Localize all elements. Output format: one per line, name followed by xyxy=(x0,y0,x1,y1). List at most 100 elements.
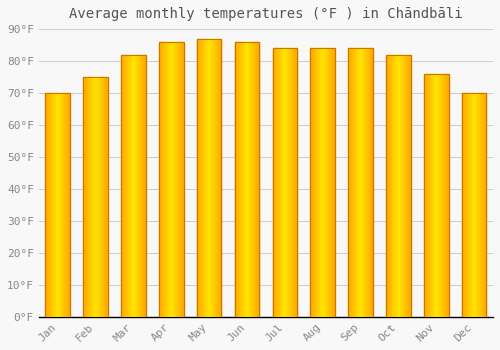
Bar xyxy=(166,42,167,317)
Bar xyxy=(66,93,67,317)
Bar xyxy=(389,55,390,317)
Bar xyxy=(325,48,326,317)
Bar xyxy=(46,93,70,317)
Bar xyxy=(406,55,407,317)
Bar xyxy=(386,55,410,317)
Bar xyxy=(404,55,405,317)
Bar xyxy=(68,93,69,317)
Bar xyxy=(434,74,435,317)
Bar xyxy=(364,48,365,317)
Bar xyxy=(197,38,222,317)
Bar xyxy=(310,48,335,317)
Bar xyxy=(208,38,209,317)
Bar xyxy=(290,48,291,317)
Bar xyxy=(440,74,441,317)
Bar xyxy=(97,77,98,317)
Bar xyxy=(178,42,180,317)
Bar xyxy=(144,55,145,317)
Bar xyxy=(478,93,479,317)
Bar xyxy=(322,48,324,317)
Bar xyxy=(370,48,371,317)
Bar xyxy=(180,42,181,317)
Bar xyxy=(291,48,292,317)
Bar xyxy=(424,74,448,317)
Bar xyxy=(328,48,329,317)
Bar xyxy=(462,93,486,317)
Bar xyxy=(175,42,176,317)
Bar xyxy=(316,48,317,317)
Bar xyxy=(362,48,363,317)
Bar xyxy=(132,55,133,317)
Bar xyxy=(390,55,391,317)
Bar xyxy=(106,77,108,317)
Bar xyxy=(96,77,97,317)
Bar xyxy=(212,38,213,317)
Bar xyxy=(250,42,252,317)
Bar xyxy=(54,93,56,317)
Bar xyxy=(177,42,178,317)
Bar xyxy=(471,93,472,317)
Bar xyxy=(357,48,358,317)
Bar xyxy=(65,93,66,317)
Bar xyxy=(126,55,128,317)
Bar xyxy=(205,38,206,317)
Bar xyxy=(327,48,328,317)
Bar xyxy=(272,48,273,317)
Bar xyxy=(210,38,211,317)
Bar xyxy=(350,48,352,317)
Bar xyxy=(433,74,434,317)
Bar xyxy=(197,38,198,317)
Bar xyxy=(164,42,165,317)
Bar xyxy=(425,74,426,317)
Bar xyxy=(293,48,294,317)
Bar xyxy=(465,93,466,317)
Bar xyxy=(285,48,286,317)
Bar xyxy=(94,77,95,317)
Bar xyxy=(165,42,166,317)
Bar xyxy=(294,48,296,317)
Bar xyxy=(472,93,473,317)
Bar xyxy=(283,48,284,317)
Bar xyxy=(61,93,62,317)
Bar xyxy=(87,77,88,317)
Bar xyxy=(470,93,471,317)
Bar xyxy=(254,42,255,317)
Bar xyxy=(69,93,70,317)
Bar xyxy=(366,48,368,317)
Bar xyxy=(248,42,249,317)
Bar xyxy=(408,55,409,317)
Bar xyxy=(129,55,130,317)
Bar xyxy=(275,48,276,317)
Bar xyxy=(394,55,396,317)
Bar xyxy=(273,48,274,317)
Bar xyxy=(462,93,463,317)
Bar xyxy=(397,55,398,317)
Bar xyxy=(134,55,136,317)
Bar xyxy=(213,38,214,317)
Bar xyxy=(360,48,361,317)
Bar xyxy=(426,74,427,317)
Bar xyxy=(485,93,486,317)
Bar xyxy=(206,38,208,317)
Bar xyxy=(100,77,101,317)
Bar xyxy=(333,48,334,317)
Bar xyxy=(480,93,481,317)
Bar xyxy=(437,74,438,317)
Bar xyxy=(170,42,172,317)
Bar xyxy=(372,48,373,317)
Bar xyxy=(169,42,170,317)
Bar xyxy=(130,55,131,317)
Bar xyxy=(216,38,217,317)
Bar xyxy=(84,77,108,317)
Bar xyxy=(482,93,484,317)
Bar xyxy=(252,42,253,317)
Bar xyxy=(46,93,70,317)
Bar xyxy=(365,48,366,317)
Bar xyxy=(200,38,201,317)
Bar xyxy=(64,93,65,317)
Bar xyxy=(277,48,278,317)
Bar xyxy=(105,77,106,317)
Bar xyxy=(160,42,161,317)
Bar xyxy=(310,48,335,317)
Bar xyxy=(329,48,330,317)
